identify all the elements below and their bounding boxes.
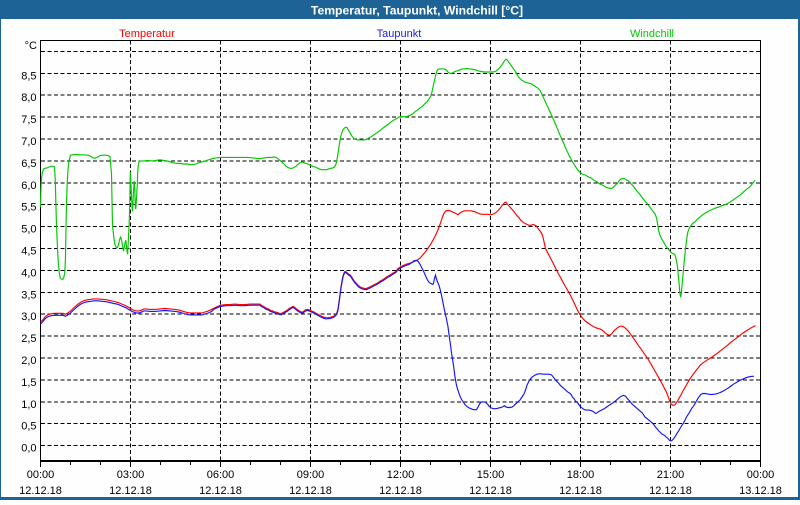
svg-text:3,0: 3,0 [21,311,36,323]
svg-text:Taupunkt: Taupunkt [377,28,422,40]
svg-text:7,0: 7,0 [21,136,36,148]
svg-text:6,5: 6,5 [21,158,36,170]
svg-text:5,5: 5,5 [21,202,36,214]
svg-text:Temperatur, Taupunkt, Windchil: Temperatur, Taupunkt, Windchill [°C] [311,4,523,18]
svg-text:1,0: 1,0 [21,399,36,411]
svg-text:12.12.18: 12.12.18 [559,485,602,497]
svg-text:13.12.18: 13.12.18 [739,485,782,497]
svg-text:00:00: 00:00 [27,469,55,481]
svg-text:4,0: 4,0 [21,267,36,279]
svg-text:Temperatur: Temperatur [119,28,175,40]
svg-text:1,5: 1,5 [21,377,36,389]
svg-text:12:00: 12:00 [387,469,415,481]
svg-text:09:00: 09:00 [297,469,325,481]
svg-text:21:00: 21:00 [657,469,685,481]
svg-text:06:00: 06:00 [207,469,235,481]
svg-text:4,5: 4,5 [21,246,36,258]
svg-text:°C: °C [25,40,37,52]
svg-text:2,5: 2,5 [21,333,36,345]
svg-text:18:00: 18:00 [567,469,595,481]
svg-text:00:00: 00:00 [747,469,775,481]
svg-text:0,0: 0,0 [21,443,36,455]
svg-text:12.12.18: 12.12.18 [469,485,512,497]
svg-text:0,5: 0,5 [21,421,36,433]
svg-text:12.12.18: 12.12.18 [199,485,242,497]
svg-text:7,5: 7,5 [21,114,36,126]
svg-text:5,0: 5,0 [21,224,36,236]
svg-text:12.12.18: 12.12.18 [19,485,62,497]
svg-text:12.12.18: 12.12.18 [379,485,422,497]
svg-text:12.12.18: 12.12.18 [649,485,692,497]
svg-text:12.12.18: 12.12.18 [109,485,152,497]
svg-text:12.12.18: 12.12.18 [289,485,332,497]
svg-text:8,5: 8,5 [21,70,36,82]
svg-text:8,0: 8,0 [21,92,36,104]
svg-text:03:00: 03:00 [117,469,145,481]
svg-text:6,0: 6,0 [21,180,36,192]
svg-text:15:00: 15:00 [477,469,505,481]
svg-text:2,0: 2,0 [21,355,36,367]
svg-text:3,5: 3,5 [21,289,36,301]
svg-text:Windchill: Windchill [630,28,674,40]
